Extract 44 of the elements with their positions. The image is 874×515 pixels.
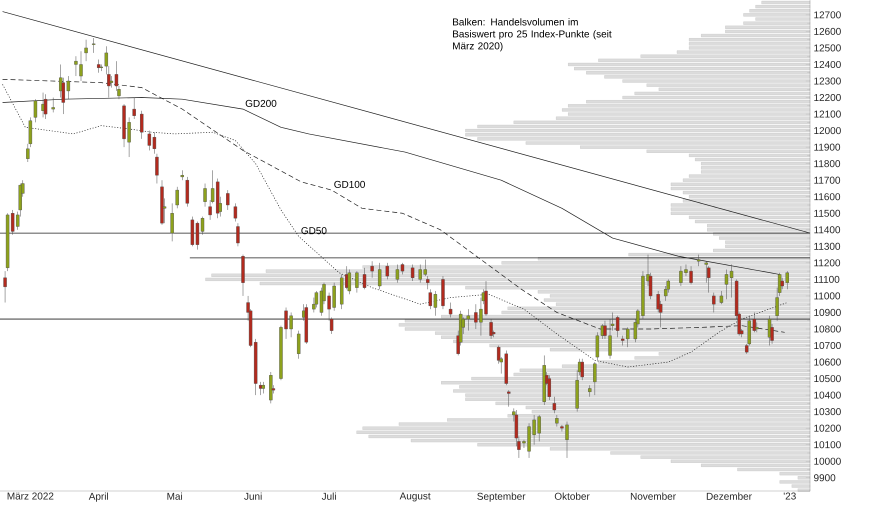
x-tick-label: Mai [167, 492, 182, 500]
x-tick-label: September [477, 492, 526, 502]
y-tick-label: 12600 [814, 28, 841, 35]
y-tick-label: 11500 [814, 210, 840, 217]
y-tick-label: 11800 [814, 160, 840, 168]
x-tick-label: Dezember [706, 492, 752, 500]
series-label: GD50 [301, 227, 327, 234]
y-tick-label: 12400 [814, 60, 841, 68]
y-tick-label: 12200 [814, 94, 841, 102]
y-tick-label: 11100 [814, 276, 840, 283]
y-tick-label: 11300 [814, 242, 840, 250]
x-tick-label: Oktober [554, 492, 590, 500]
y-tick-label: 10400 [814, 392, 841, 399]
x-tick-label: November [630, 492, 676, 500]
y-tick-label: 12700 [814, 11, 841, 18]
y-tick-label: 11200 [814, 259, 840, 266]
y-tick-label: 9900 [814, 474, 836, 482]
x-tick-label: Juni [244, 492, 262, 500]
series-label: GD100 [334, 180, 365, 188]
y-tick-label: 11000 [814, 292, 840, 300]
x-tick-label: '23 [784, 492, 796, 500]
y-tick-label: 12100 [814, 110, 841, 118]
y-tick-label: 10300 [814, 408, 841, 416]
y-tick-label: 10100 [814, 441, 841, 448]
x-tick-label: August [400, 492, 431, 502]
y-tick-label: 11600 [814, 193, 840, 200]
y-tick-label: 10200 [814, 424, 841, 432]
series-label: GD200 [246, 100, 276, 107]
x-tick-label: Juli [322, 492, 336, 500]
x-tick-label: März 2022 [8, 492, 54, 500]
y-tick-label: 10500 [814, 375, 841, 382]
y-tick-label: 10900 [814, 308, 841, 316]
y-tick-label: 10700 [814, 342, 841, 350]
y-tick-label: 10000 [814, 458, 841, 465]
y-tick-label: 11400 [814, 226, 840, 234]
y-tick-label: 11900 [814, 144, 840, 151]
annotation: Balken: Handelsvolumen im Basiswert pro 25 Index-Punkte (seit März 2020) [453, 18, 612, 52]
x-tick-label: April [88, 492, 108, 502]
y-tick-label: 10600 [814, 358, 841, 366]
y-tick-label: 10800 [814, 325, 841, 333]
y-tick-label: 11700 [814, 176, 840, 184]
y-tick-label: 12000 [814, 127, 841, 134]
y-tick-label: 12300 [814, 77, 841, 85]
y-tick-label: 12500 [814, 44, 841, 52]
